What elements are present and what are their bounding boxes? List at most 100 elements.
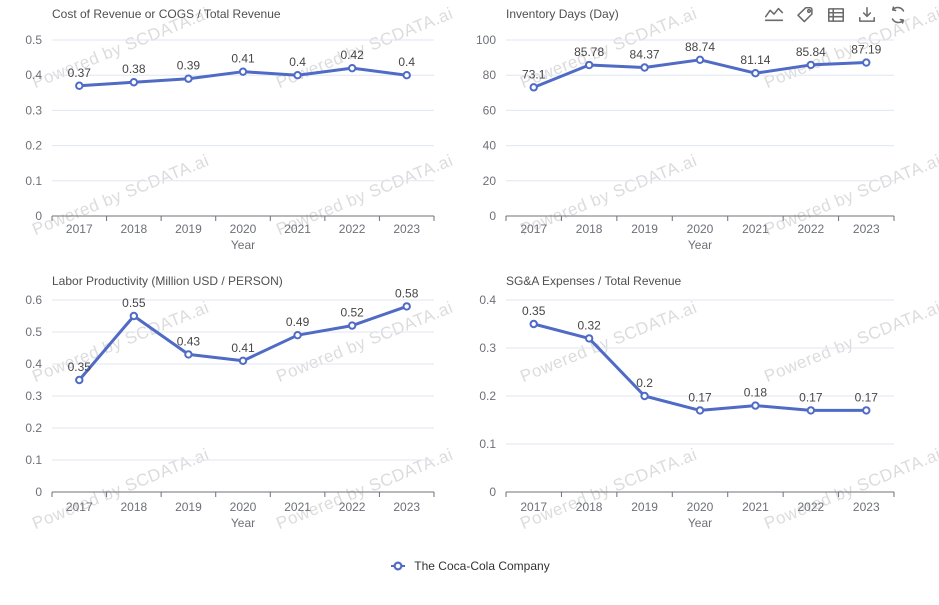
y-tick-label: 40 [483,139,497,153]
data-point [806,60,816,70]
x-tick-label: 2022 [798,222,825,236]
x-tick-label: 2019 [631,500,658,514]
chart-sga-expenses: 0 0.1 0.2 0.3 0.4 2017 2018 2019 2020 2021 2022 202… [479,274,895,530]
data-label: 0.55 [122,296,146,310]
x-axis-name: Year [688,238,712,252]
y-tick-label: 0.6 [25,293,42,307]
x-tick-label: 2023 [853,222,880,236]
data-label: 0.38 [122,62,146,76]
x-tick-label: 2018 [576,500,603,514]
x-tick-label: 2021 [742,222,769,236]
data-label: 0.41 [231,52,255,66]
data-label: 0.52 [340,306,364,320]
chart-inventory-days: 0 20 40 60 80 100 2017 2018 2019 2020 2021 2022 2023… [476,7,895,252]
data-point [238,356,248,365]
y-tick-label: 0.3 [25,103,42,117]
data-label: 73.1 [522,67,546,81]
data-label: 0.4 [289,55,306,69]
data-point [402,71,411,80]
chart-title: Inventory Days (Day) [506,7,619,21]
chart-title: Labor Productivity (Million USD / PERSON… [52,274,283,288]
x-axis-name: Year [688,516,712,530]
data-label: 0.17 [855,390,879,404]
data-point [640,63,649,72]
data-point [238,67,248,76]
legend-line-marker-icon [389,559,407,573]
data-point [75,375,84,385]
y-tick-label: 0.1 [25,174,42,188]
chart-labor-productivity: 0 0.1 0.2 0.3 0.4 0.5 0.6 2017 2018 2019 2020 2021 2… [25,274,435,530]
x-tick-label: 2023 [393,500,420,514]
x-axis-name: Year [231,238,255,252]
data-point [529,319,538,329]
data-label: 88.74 [685,40,715,54]
x-tick-label: 2018 [576,222,603,236]
y-tick-label: 0.1 [25,453,42,467]
y-tick-label: 20 [483,174,497,188]
data-point [184,350,193,359]
data-label: 0.4 [398,55,415,69]
data-point [529,83,538,92]
chart-title: SG&A Expenses / Total Revenue [506,274,682,288]
data-label: 0.43 [177,334,201,348]
x-tick-label: 2017 [520,222,547,236]
chart-title: Cost of Revenue or COGS / Total Revenue [52,7,281,21]
data-point [184,74,193,83]
x-tick-label: 2022 [798,500,825,514]
y-tick-label: 0.4 [25,68,42,82]
x-tick-label: 2020 [230,222,257,236]
data-label: 81.14 [740,53,770,67]
y-tick-label: 0.2 [479,389,496,403]
data-label: 85.84 [796,45,826,59]
y-tick-label: 0 [489,209,496,223]
data-point [862,58,871,67]
refresh-icon[interactable] [888,5,908,25]
x-tick-label: 2018 [121,500,148,514]
data-label: 0.39 [177,59,201,73]
y-tick-label: 0 [35,209,42,223]
legend-label: The Coca-Cola Company [414,559,550,573]
tag-icon[interactable] [795,5,815,25]
x-tick-label: 2018 [121,222,148,236]
y-tick-label: 0.2 [25,139,42,153]
y-tick-label: 0 [489,485,496,499]
x-tick-label: 2022 [339,222,366,236]
data-label: 87.19 [851,43,881,57]
data-point [751,68,760,78]
data-label: 0.32 [577,318,601,332]
data-point [293,71,302,80]
y-tick-label: 0.4 [25,357,42,371]
data-point [75,81,84,90]
x-tick-label: 2019 [631,222,658,236]
data-label: 0.35 [68,360,92,374]
data-label: 84.37 [630,48,660,62]
table-icon[interactable] [826,5,846,25]
data-point [695,55,705,65]
data-point [347,63,357,73]
data-label: 0.35 [522,304,546,318]
legend-item-coca-cola[interactable]: The Coca-Cola Company [0,559,939,573]
download-icon[interactable] [857,5,877,25]
y-tick-label: 0.5 [25,33,42,47]
chart-toolbar [764,5,908,25]
y-tick-label: 100 [476,33,496,47]
x-tick-label: 2021 [742,500,769,514]
data-point [862,406,871,415]
data-label: 0.17 [688,390,712,404]
chart-cost-of-revenue: 0 0.1 0.2 0.3 0.4 0.5 2017 2018 2019 2020 2021 2022… [25,7,435,252]
y-tick-label: 0.5 [25,325,42,339]
data-label: 0.2 [636,376,653,390]
y-tick-label: 60 [483,103,497,117]
x-tick-label: 2019 [175,222,202,236]
data-point [584,60,594,70]
x-tick-label: 2017 [520,500,547,514]
x-tick-label: 2022 [339,500,366,514]
x-tick-label: 2021 [284,500,311,514]
data-label: 0.58 [395,286,419,300]
line-chart-icon[interactable] [764,5,784,25]
data-point [129,311,139,321]
x-axis-name: Year [231,516,255,530]
data-label: 0.37 [68,66,92,80]
y-tick-label: 0.2 [25,421,42,435]
x-tick-label: 2021 [284,222,311,236]
